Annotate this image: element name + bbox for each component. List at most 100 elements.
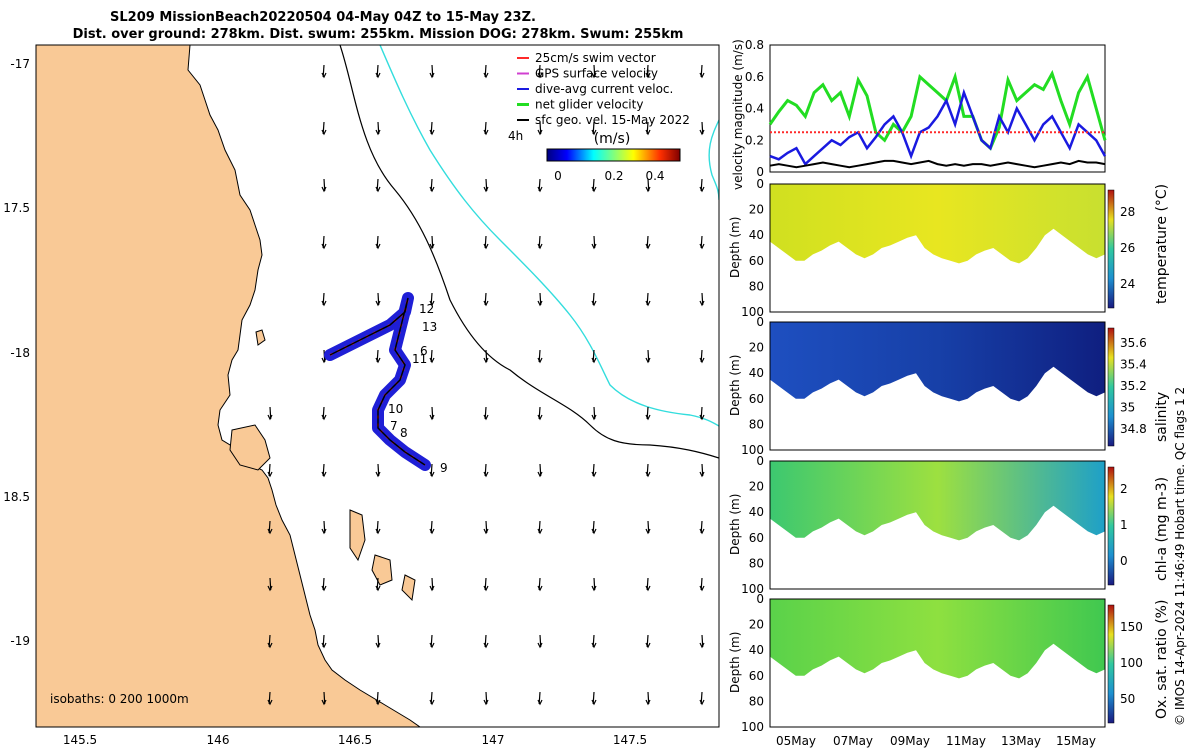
geo-arrow-head (321, 585, 327, 592)
geo-arrow-head (645, 300, 651, 307)
map-y-tick: -19 (10, 634, 30, 648)
geo-arrow-head (699, 243, 705, 250)
geo-arrow-head (321, 471, 327, 478)
waypoint-label: 13 (422, 320, 437, 334)
geo-arrow-head (483, 357, 489, 364)
section-y-tick: 100 (741, 305, 764, 319)
geo-arrow-head (375, 528, 381, 535)
glider-track (324, 292, 431, 471)
geo-arrow-head (429, 129, 435, 136)
colorbar-tick: 100 (1120, 656, 1143, 670)
colorbar-tick: 35.6 (1120, 336, 1147, 350)
geo-arrow-head (321, 129, 327, 136)
geo-arrow-head (537, 414, 543, 421)
geo-arrow-head (699, 357, 705, 364)
geo-arrow-head (699, 585, 705, 592)
section-y-tick: 60 (749, 669, 764, 683)
geo-arrow-head (429, 72, 435, 79)
section-y-tick: 100 (741, 720, 764, 734)
time-tick: 09May (890, 734, 930, 748)
credit-text: © IMOS 14-Apr-2024 11:46:49 Hobart time.… (1173, 387, 1187, 726)
waypoint-label: 8 (400, 426, 408, 440)
geo-arrow-head (537, 243, 543, 250)
geo-arrow-head (537, 186, 543, 193)
geo-arrow-head (537, 528, 543, 535)
map-x-tick: 146.5 (338, 733, 372, 747)
velocity-y-tick: 0 (756, 165, 764, 179)
colorbar-tick: 35.2 (1120, 379, 1147, 393)
geo-arrow-head (375, 300, 381, 307)
geo-arrow-head (429, 528, 435, 535)
section-fill (770, 599, 1105, 679)
geo-arrow-head (645, 72, 651, 79)
geo-arrow-head (537, 642, 543, 649)
geo-arrow-head (699, 699, 705, 706)
colorbar-tick: 24 (1120, 277, 1135, 291)
geo-arrow-head (375, 72, 381, 79)
velocity-series (768, 69, 1107, 151)
geo-arrow-head (537, 699, 543, 706)
geo-arrow-head (429, 243, 435, 250)
section-y-tick: 60 (749, 254, 764, 268)
time-tick: 07May (833, 734, 873, 748)
geo-arrow-head (321, 186, 327, 193)
section-outline (769, 321, 1106, 451)
section-y-tick: 0 (756, 592, 764, 606)
geo-arrow-head (591, 585, 597, 592)
velocity-series (769, 88, 1107, 167)
legend-label: dive-avg current veloc. (535, 82, 673, 96)
geo-arrow-head (591, 642, 597, 649)
title-line-2: Dist. over ground: 278km. Dist. swum: 25… (73, 27, 684, 42)
island-1 (229, 424, 271, 471)
section-salinity: 0 20 40 60 80 100 Depth (m) 34.8 35 35.2 35.4 35.6 s… (728, 315, 1170, 457)
geo-arrow-head (699, 471, 705, 478)
section-y-label: Depth (m) (728, 632, 742, 693)
legend-label: GPS surface velocity (535, 67, 658, 81)
geo-arrow-head (591, 471, 597, 478)
map-y-tick: 18.5 (3, 490, 30, 504)
time-tick: 05May (776, 734, 816, 748)
geo-arrow-head (754, 244, 758, 248)
geo-arrow-head (483, 186, 489, 193)
geo-arrow-head (645, 186, 651, 193)
geo-arrow-head (267, 471, 273, 478)
geo-arrow-head (483, 642, 489, 649)
velocity-y-tick: 0.2 (745, 133, 764, 147)
velocity-series (769, 159, 1106, 169)
geo-arrow-head (645, 129, 651, 136)
section-y-tick: 100 (741, 582, 764, 596)
geo-arrow-head (699, 129, 705, 136)
map-x-tick: 145.5 (63, 733, 97, 747)
geo-arrow-head (321, 72, 327, 79)
waypoint-labels: 12 13 611 10 7 8 9 (388, 302, 448, 475)
geo-arrow-head (645, 243, 651, 250)
section-y-label: Depth (m) (728, 355, 742, 416)
geo-arrow-head (375, 129, 381, 136)
isobath-200m (339, 45, 719, 459)
geo-arrow-head (591, 186, 597, 193)
map-legend: 25cm/s swim vector GPS surface velocitydi… (517, 51, 690, 127)
geo-arrow-head (375, 642, 381, 649)
colorbar-tick: 28 (1120, 205, 1135, 219)
legend-label: sfc geo. vel. 15-May 2022 (535, 113, 690, 127)
section-oxygen: 0 20 40 60 80 100 Depth (m) 50 100 150 Ox. sat. ra… (728, 592, 1170, 734)
geo-arrow-head (321, 528, 327, 535)
section-fill (770, 461, 1105, 541)
isobath-1000m (379, 45, 719, 427)
section-colorbar (1107, 189, 1115, 309)
section-colorbar-label: salinity (1154, 392, 1170, 442)
map-x-ticks: 145.5 146 146.5 147 147.5 (63, 733, 647, 747)
colorbar-units: (m/s) (594, 131, 631, 147)
section-colorbar (1107, 466, 1115, 586)
colorbar-tick: 35 (1120, 401, 1135, 415)
section-outline (769, 598, 1106, 728)
velocity-y-label: velocity magnitude (m/s) (731, 39, 745, 190)
section-y-label: Depth (m) (728, 494, 742, 555)
colorbar-tick: 34.8 (1120, 422, 1147, 436)
section-y-tick: 40 (749, 366, 764, 380)
colorbar-tick: 150 (1120, 620, 1143, 634)
geo-arrow-head (537, 471, 543, 478)
time-tick: 15May (1056, 734, 1096, 748)
map-y-tick: -17 (10, 57, 30, 71)
